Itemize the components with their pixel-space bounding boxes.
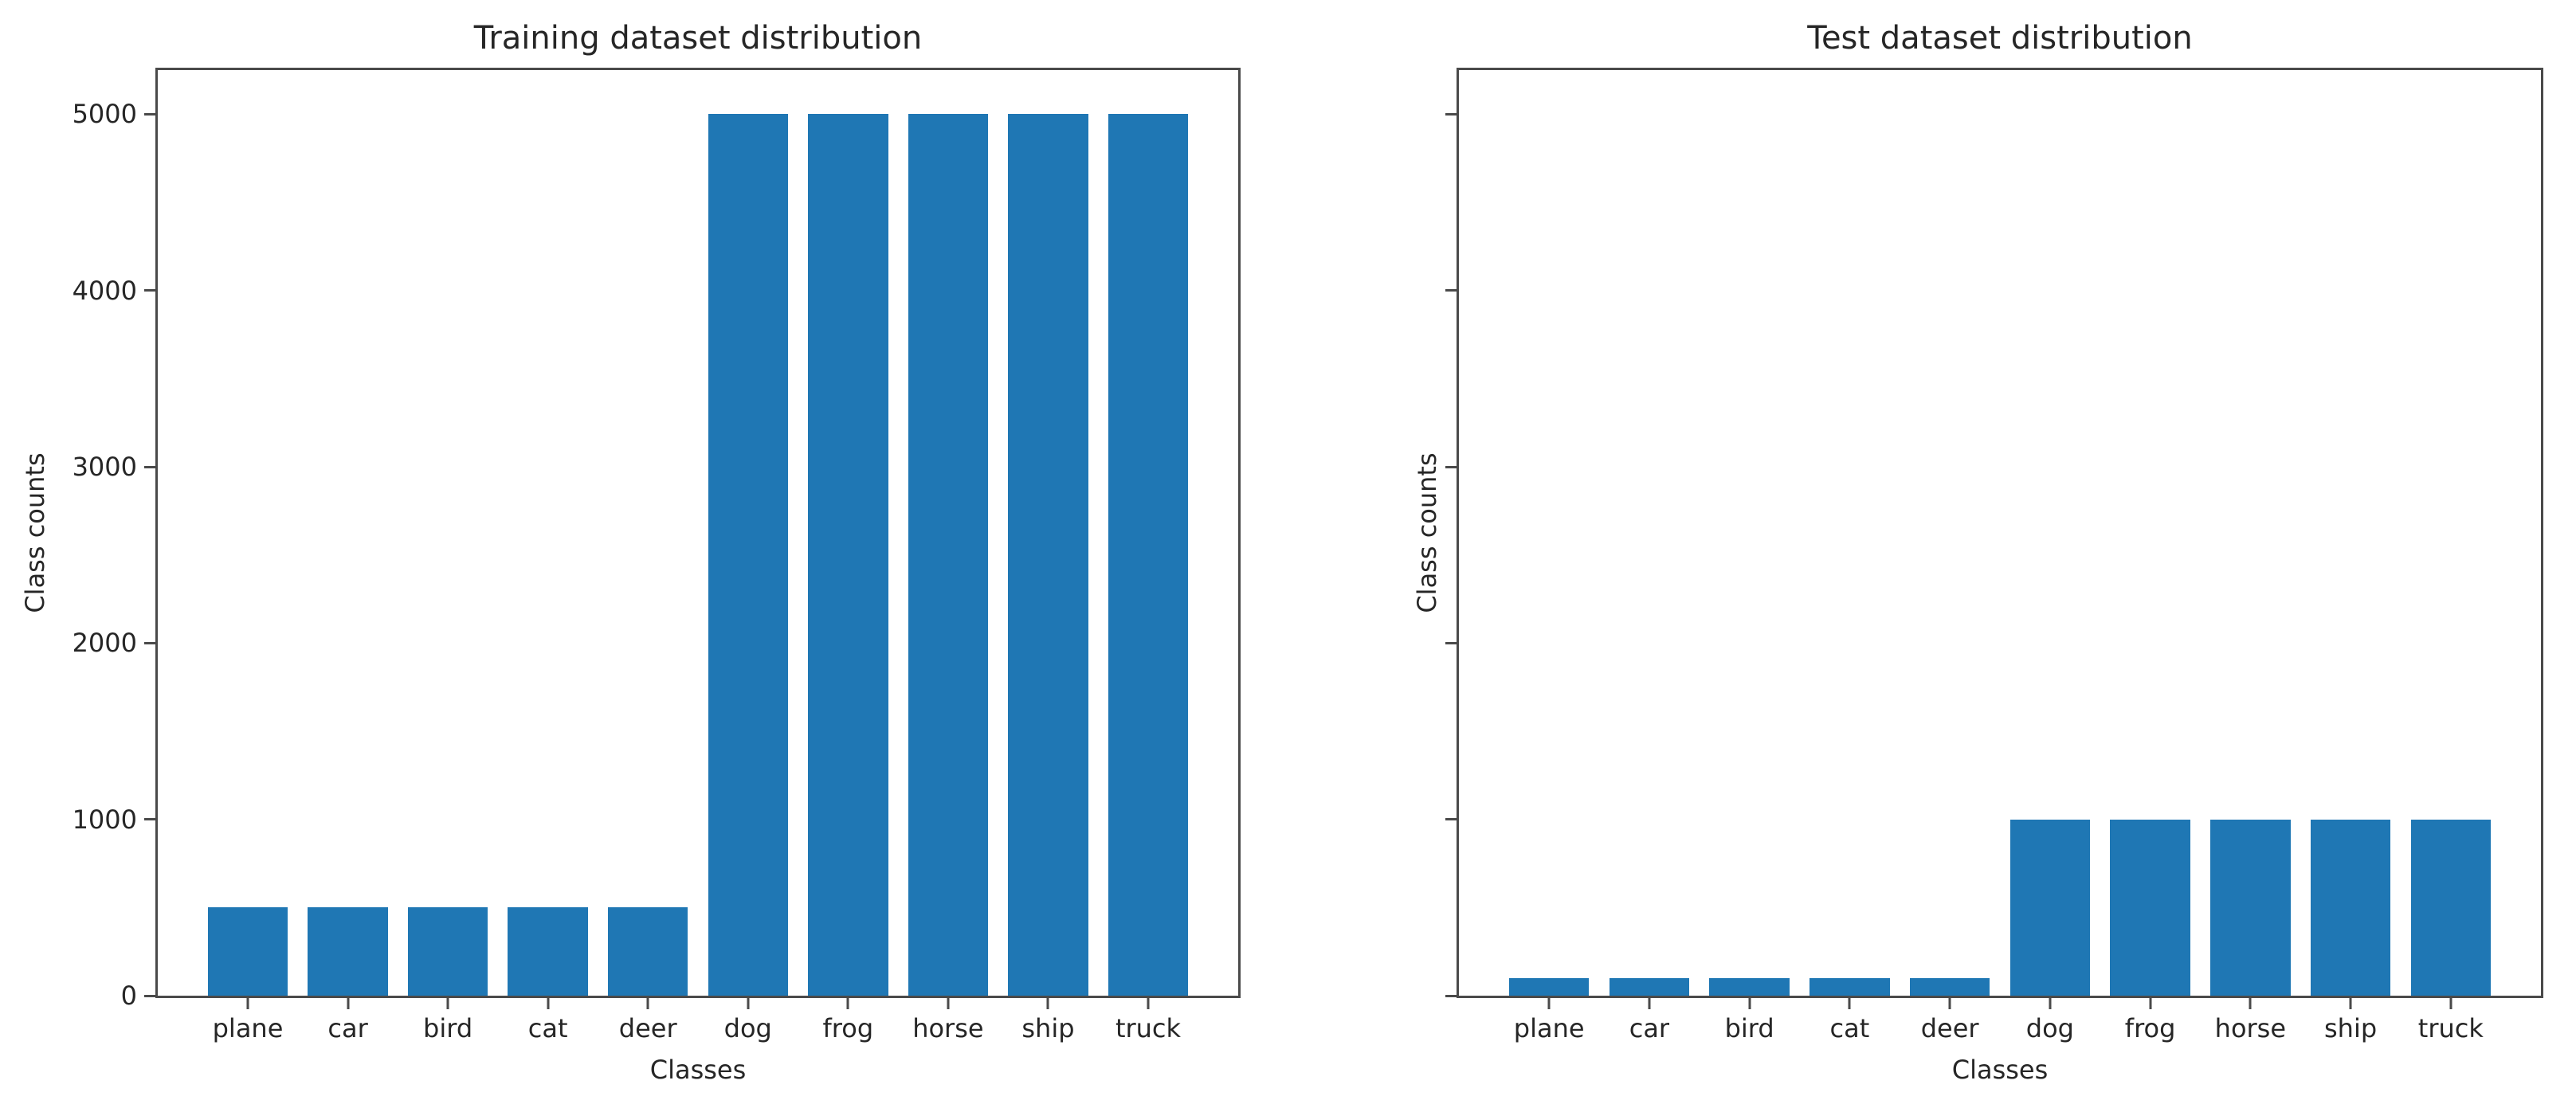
- bar-bird: [1709, 977, 1790, 996]
- bar-frog: [2110, 819, 2190, 996]
- training-chart: Training dataset distribution Class count…: [20, 20, 1241, 1085]
- x-tick-label-plane: plane: [212, 1013, 284, 1043]
- bar-plane: [1508, 977, 1590, 996]
- x-tick: [1948, 996, 1951, 1009]
- x-tick: [846, 996, 849, 1009]
- bar-truck: [1108, 114, 1189, 996]
- x-tick: [2049, 996, 2052, 1009]
- x-tick: [1046, 996, 1049, 1009]
- x-tick-label-car: car: [327, 1013, 368, 1043]
- bar-cat: [1809, 977, 1890, 996]
- x-tick-label-truck: truck: [2417, 1013, 2484, 1043]
- bar-frog: [808, 114, 888, 996]
- test-chart: Test dataset distribution Class counts Cla…: [1412, 20, 2543, 1085]
- x-tick: [246, 996, 249, 1009]
- x-tick-label-truck: truck: [1115, 1013, 1182, 1043]
- y-tick-label: 5000: [72, 99, 137, 130]
- y-axis-label: Class counts: [1412, 452, 1442, 613]
- x-tick: [1648, 996, 1651, 1009]
- x-tick-label-ship: ship: [1021, 1013, 1075, 1043]
- x-tick: [947, 996, 950, 1009]
- y-tick: [1445, 818, 1459, 821]
- bar-ship: [2310, 819, 2391, 996]
- y-tick-label: 3000: [72, 452, 137, 482]
- y-tick-label: 2000: [72, 628, 137, 659]
- x-tick-label-dog: dog: [723, 1013, 772, 1043]
- x-tick-label-cat: cat: [1829, 1013, 1870, 1043]
- y-tick: [1445, 465, 1459, 468]
- chart-title: Training dataset distribution: [473, 20, 923, 57]
- y-tick: [1445, 112, 1459, 115]
- x-tick: [2349, 996, 2352, 1009]
- x-tick: [1547, 996, 1551, 1009]
- x-tick: [446, 996, 449, 1009]
- x-tick-label-dog: dog: [2025, 1013, 2074, 1043]
- bar-bird: [407, 907, 488, 996]
- x-tick: [2149, 996, 2152, 1009]
- bar-cat: [508, 907, 588, 996]
- x-tick-label-cat: cat: [527, 1013, 568, 1043]
- x-tick: [747, 996, 750, 1009]
- x-tick-label-frog: frog: [2124, 1013, 2176, 1043]
- x-tick: [1848, 996, 1851, 1009]
- y-tick: [1445, 641, 1459, 644]
- y-tick: [1445, 994, 1459, 997]
- x-tick-label-bird: bird: [1724, 1013, 1774, 1043]
- x-tick: [347, 996, 350, 1009]
- y-tick-label: 0: [120, 981, 137, 1011]
- bar-truck: [2410, 819, 2492, 996]
- x-tick: [1147, 996, 1150, 1009]
- x-tick: [547, 996, 550, 1009]
- y-tick-label: 1000: [72, 804, 137, 835]
- bar-horse: [908, 114, 989, 996]
- x-tick: [1748, 996, 1751, 1009]
- x-tick-label-deer: deer: [618, 1013, 677, 1043]
- x-tick-label-deer: deer: [1920, 1013, 1979, 1043]
- bar-deer: [1909, 977, 1990, 996]
- x-tick-label-horse: horse: [2214, 1013, 2287, 1043]
- y-tick: [144, 465, 158, 468]
- x-tick-label-frog: frog: [822, 1013, 874, 1043]
- y-axis-label: Class counts: [20, 452, 50, 613]
- x-axis-label: Classes: [649, 1055, 747, 1085]
- y-tick: [144, 994, 158, 997]
- x-tick: [2449, 996, 2452, 1009]
- bar-dog: [708, 114, 788, 996]
- bar-car: [1609, 977, 1690, 996]
- bar-deer: [608, 907, 688, 996]
- x-tick-label-bird: bird: [423, 1013, 473, 1043]
- y-tick-label: 4000: [72, 275, 137, 306]
- y-tick: [144, 289, 158, 292]
- x-axis-label: Classes: [1951, 1055, 2049, 1085]
- y-tick: [144, 112, 158, 115]
- x-tick-label-plane: plane: [1513, 1013, 1585, 1043]
- bar-plane: [207, 907, 288, 996]
- x-tick-label-car: car: [1629, 1013, 1670, 1043]
- y-tick: [144, 641, 158, 644]
- x-tick: [2249, 996, 2252, 1009]
- x-tick-label-ship: ship: [2324, 1013, 2378, 1043]
- chart-title: Test dataset distribution: [1807, 20, 2193, 57]
- x-tick-label-horse: horse: [912, 1013, 984, 1043]
- bar-dog: [2009, 819, 2091, 996]
- y-tick: [144, 818, 158, 821]
- bar-ship: [1008, 114, 1088, 996]
- x-tick: [646, 996, 649, 1009]
- bar-horse: [2210, 819, 2291, 996]
- bar-car: [308, 907, 388, 996]
- y-tick: [1445, 289, 1459, 292]
